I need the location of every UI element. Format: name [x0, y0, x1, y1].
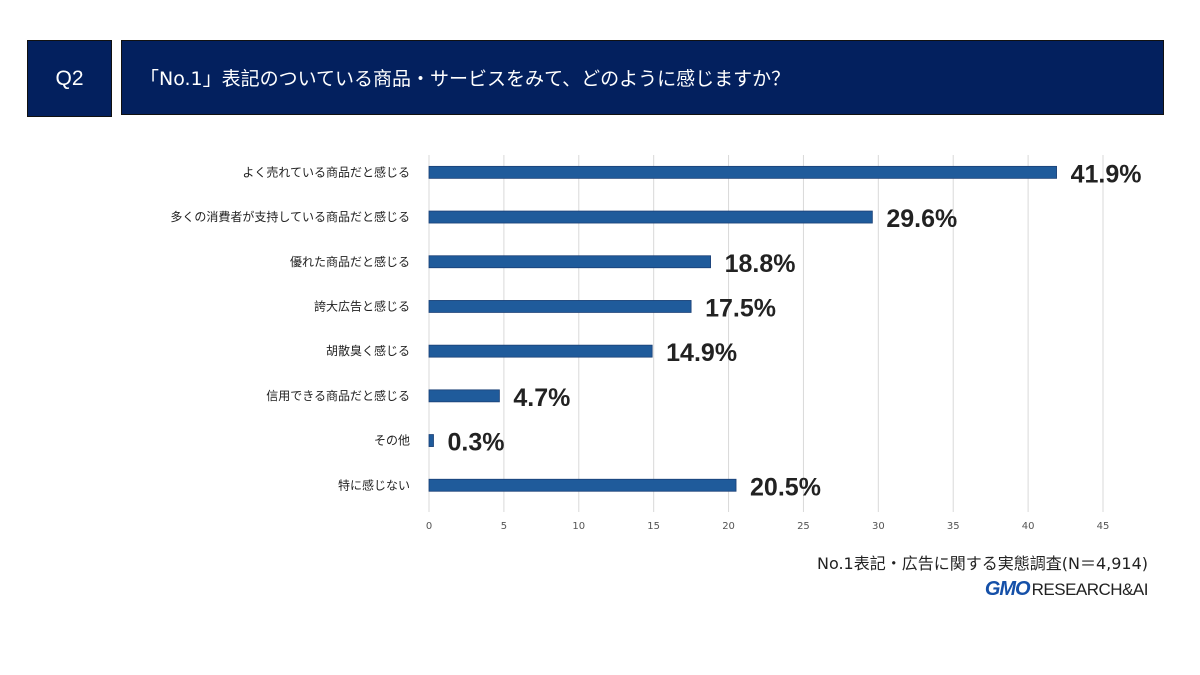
data-label: 0.3%	[447, 429, 504, 457]
bar	[428, 255, 711, 269]
data-label: 17.5%	[705, 294, 776, 322]
logo-gmo: GMO	[984, 578, 1031, 600]
data-label: 4.7%	[513, 384, 570, 412]
category-label: 信用できる商品だと感じる	[266, 388, 410, 403]
x-tick-label: 45	[1097, 521, 1110, 532]
x-tick-label: 10	[572, 521, 585, 532]
bar	[428, 344, 653, 358]
data-label: 18.8%	[725, 250, 796, 278]
bar	[428, 478, 737, 492]
x-tick-label: 20	[722, 521, 735, 532]
category-label: 多くの消費者が支持している商品だと感じる	[170, 209, 410, 224]
x-tick-label: 30	[872, 521, 885, 532]
x-tick-label: 0	[426, 521, 432, 532]
logo-research-ai: RESEARCH&AI	[1031, 580, 1149, 599]
x-tick-label: 35	[947, 521, 960, 532]
data-label: 14.9%	[666, 339, 737, 367]
category-label: よく売れている商品だと感じる	[242, 164, 410, 179]
source-note: No.1表記・広告に関する実態調査(N＝4,914)	[816, 554, 1148, 573]
category-label: その他	[374, 434, 410, 448]
category-label: 優れた商品だと感じる	[290, 254, 410, 269]
bar	[428, 300, 692, 313]
question-title: 「No.1」表記のついている商品・サービスをみて、どのように感じますか？	[140, 68, 791, 90]
data-label: 20.5%	[750, 473, 821, 501]
question-title-box: 「No.1」表記のついている商品・サービスをみて、どのように感じますか？	[121, 40, 1164, 115]
x-tick-label: 15	[647, 521, 660, 532]
bar	[428, 434, 434, 447]
category-label: 胡散臭く感じる	[326, 343, 410, 358]
data-label: 41.9%	[1071, 160, 1142, 188]
gmo-research-logo: GMO RESEARCH&AI	[984, 578, 1149, 601]
x-tick-label: 5	[501, 521, 507, 532]
question-number: Q2	[55, 66, 84, 90]
x-tick-label: 40	[1022, 521, 1035, 532]
data-label: 29.6%	[886, 205, 957, 233]
bar	[428, 389, 500, 403]
bar	[428, 210, 873, 224]
bar	[428, 165, 1057, 179]
category-label: 誇大広告と感じる	[314, 298, 410, 313]
question-number-box: Q2	[27, 40, 112, 117]
category-label: 特に感じない	[338, 477, 410, 492]
x-tick-label: 25	[797, 521, 810, 532]
